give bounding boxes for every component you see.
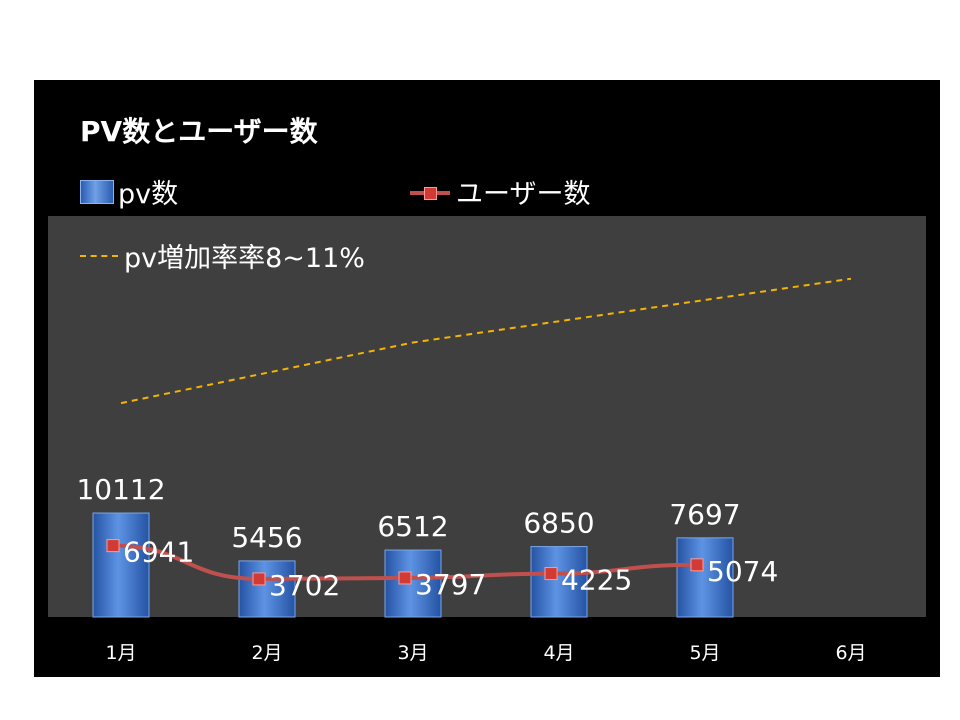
- chart-svg: 10112 5456 6512 6850 7697 6941 3702 3797 4225 507…: [76, 277, 867, 664]
- users-marker: [690, 558, 704, 572]
- pv-bar: [238, 560, 296, 618]
- legend-item-pv: pv数: [80, 172, 178, 211]
- users-data-label: 3702: [269, 569, 340, 602]
- users-marker: [398, 571, 412, 585]
- x-tick-label: 3月: [397, 642, 428, 664]
- pv-data-label: 7697: [669, 498, 740, 531]
- x-tick-label: 6月: [835, 642, 866, 664]
- pv-rate-line: [120, 277, 852, 405]
- users-marker: [544, 567, 558, 581]
- pv-data-label: 5456: [231, 521, 302, 554]
- legend-dash-swatch: [80, 254, 118, 257]
- pv-bar: [676, 537, 734, 618]
- chart-title: PV数とユーザー数: [80, 115, 318, 148]
- pv-data-label: 10112: [76, 473, 165, 506]
- pv-data-label: 6850: [523, 507, 594, 540]
- chart-frame: PV数とユーザー数 pv数 ユーザー数 pv増加率率8~11% 10112 545…: [34, 80, 940, 677]
- pv-bar: [384, 549, 442, 618]
- x-tick-label: 1月: [105, 642, 136, 664]
- pv-data-label: 6512: [377, 510, 448, 543]
- legend-label-users: ユーザー数: [456, 179, 591, 210]
- x-tick-label: 2月: [251, 642, 282, 664]
- legend-line-swatch: [410, 181, 450, 203]
- x-tick-label: 4月: [543, 642, 574, 664]
- users-marker: [252, 572, 266, 586]
- legend-label-pv: pv数: [118, 179, 179, 210]
- legend-item-rate: pv増加率率8~11%: [80, 236, 365, 275]
- pv-bar: [530, 546, 588, 618]
- users-data-label: 3797: [415, 568, 486, 601]
- users-data-label: 5074: [707, 555, 778, 588]
- plot-area: [48, 216, 926, 617]
- users-data-label: 4225: [561, 564, 632, 597]
- users-marker: [106, 539, 120, 553]
- users-data-label: 6941: [123, 536, 194, 569]
- pv-bar: [92, 512, 150, 618]
- legend-label-rate: pv増加率率8~11%: [124, 243, 365, 274]
- legend-bar-swatch: [80, 179, 114, 204]
- legend-item-users: ユーザー数: [410, 172, 590, 211]
- x-tick-label: 5月: [689, 642, 720, 664]
